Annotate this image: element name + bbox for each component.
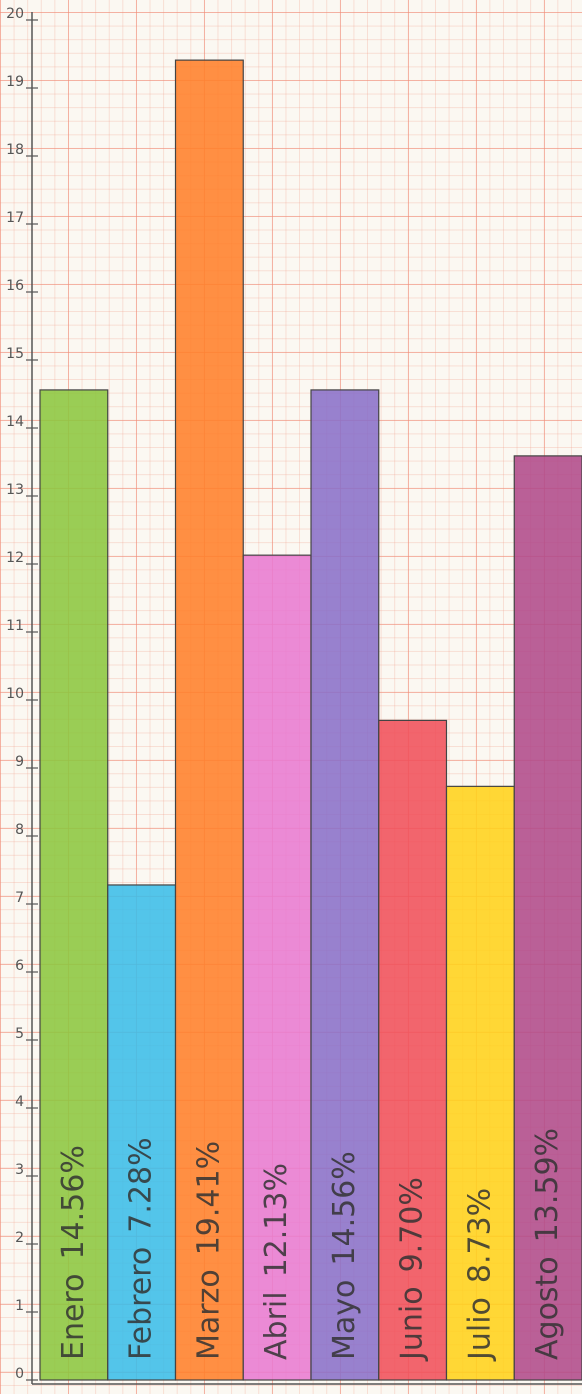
y-tick-label: 19 [6, 74, 24, 90]
y-tick-label: 4 [15, 1094, 24, 1110]
value-label: 14.56% [326, 1151, 361, 1265]
bar-label: Enero 14.56% [55, 1145, 90, 1360]
y-tick-label: 20 [6, 6, 24, 22]
bar-label: Mayo 14.56% [326, 1151, 361, 1360]
y-tick-label: 6 [15, 958, 24, 974]
category-label: Febrero [123, 1247, 158, 1360]
bar [445, 785, 515, 1381]
bar [174, 59, 244, 1381]
y-tick-label: 12 [6, 550, 24, 566]
bar-label: Febrero 7.28% [123, 1137, 158, 1360]
category-label: Agosto [530, 1256, 565, 1360]
bar [107, 884, 177, 1381]
category-label: Mayo [326, 1280, 361, 1360]
bar-label: Julio 8.73% [462, 1188, 497, 1362]
value-label: 14.56% [55, 1145, 90, 1259]
category-label: Abril [259, 1291, 294, 1360]
value-label: 13.59% [530, 1128, 565, 1242]
y-tick-label: 3 [15, 1162, 24, 1178]
y-tick-label: 17 [6, 210, 24, 226]
y-tick-label: 10 [6, 686, 24, 702]
bar-label: Agosto 13.59% [530, 1128, 565, 1360]
bar-label: Abril 12.13% [259, 1163, 294, 1360]
value-label: 19.41% [191, 1141, 226, 1255]
value-label: 9.70% [394, 1177, 429, 1272]
category-label: Enero [55, 1274, 90, 1360]
bar [39, 389, 109, 1381]
bar-label: Junio 9.70% [394, 1177, 429, 1362]
bar [310, 389, 380, 1381]
y-tick-label: 18 [6, 142, 24, 158]
y-tick-label: 14 [6, 414, 24, 430]
category-label: Julio [462, 1297, 497, 1362]
y-tick-label: 5 [15, 1026, 24, 1042]
y-tick-label: 0 [15, 1366, 24, 1382]
value-label: 8.73% [462, 1188, 497, 1283]
y-tick-label: 9 [15, 754, 24, 770]
y-tick-label: 1 [15, 1298, 24, 1314]
category-label: Junio [394, 1286, 429, 1362]
bar [378, 719, 448, 1381]
y-tick-label: 13 [6, 482, 24, 498]
y-tick-label: 15 [6, 346, 24, 362]
y-tick-label: 11 [6, 618, 24, 634]
value-label: 7.28% [123, 1137, 158, 1232]
bar [242, 554, 312, 1381]
bar [513, 455, 582, 1381]
y-tick-label: 8 [15, 822, 24, 838]
value-label: 12.13% [259, 1163, 294, 1277]
y-tick-label: 7 [15, 890, 24, 906]
bar-label: Marzo 19.41% [191, 1141, 226, 1360]
y-tick-label: 16 [6, 278, 24, 294]
y-tick-label: 2 [15, 1230, 24, 1246]
category-label: Marzo [191, 1269, 226, 1360]
